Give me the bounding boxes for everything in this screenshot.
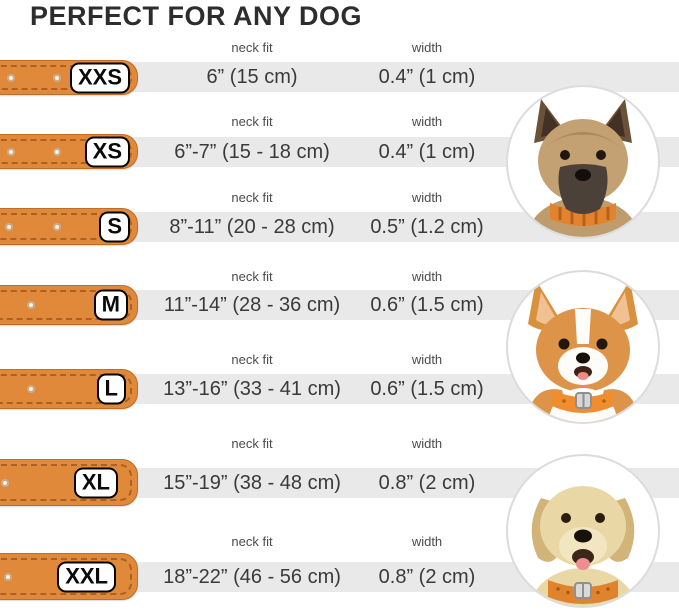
dog-photo-labrador (506, 454, 660, 608)
neck-fit-value: 13”-16” (33 - 41 cm) (163, 378, 341, 400)
size-label-pill: XL (73, 467, 118, 498)
width-value: 0.6” (1.5 cm) (370, 378, 484, 400)
labrador-dog-illustration (529, 486, 637, 606)
width-value: 0.6” (1.5 cm) (370, 294, 484, 316)
width-value: 0.4” (1 cm) (378, 141, 476, 163)
column-header-neck-fit: neck fit (231, 436, 273, 451)
neck-fit-value: 15”-19” (38 - 48 cm) (163, 472, 341, 494)
column-header-neck-fit: neck fit (231, 114, 273, 129)
collar-strap: M (0, 285, 138, 325)
collar-strap: XXL (0, 553, 138, 600)
neck-fit-value: 6”-7” (15 - 18 cm) (174, 141, 330, 163)
collar-strap: XXS (0, 60, 138, 95)
collar-strap: XL (0, 459, 138, 506)
column-header-width: width (411, 40, 443, 55)
collar-hole (53, 73, 61, 82)
terrier-dog-illustration (527, 99, 639, 237)
width-value: 0.5” (1.2 cm) (370, 216, 484, 238)
page-title: PERFECT FOR ANY DOG (30, 1, 363, 31)
column-header-width: width (411, 114, 443, 129)
column-header-width: width (411, 269, 443, 284)
neck-fit-value: 11”-14” (28 - 36 cm) (163, 294, 341, 316)
collar-hole (4, 572, 12, 581)
collar-hole (27, 301, 35, 309)
corgi-dog-illustration (526, 280, 640, 422)
collar-strap: L (0, 369, 138, 409)
size-label-pill: XXS (69, 62, 130, 93)
width-value: 0.8” (2 cm) (378, 566, 476, 588)
collar-strap: S (0, 208, 138, 245)
size-label-pill: L (96, 373, 126, 405)
column-header-width: width (411, 534, 443, 549)
neck-fit-value: 18”-22” (46 - 56 cm) (163, 566, 341, 588)
collar-hole (1, 478, 9, 487)
column-header-neck-fit: neck fit (231, 352, 273, 367)
column-header-width: width (411, 436, 443, 451)
column-header-neck-fit: neck fit (231, 40, 273, 55)
size-label-pill: XXL (57, 561, 116, 592)
column-header-width: width (411, 352, 443, 367)
collar-hole (27, 385, 35, 393)
size-label-pill: XS (84, 136, 130, 167)
dog-photo-corgi (506, 270, 660, 424)
column-header-neck-fit: neck fit (231, 269, 273, 284)
collar-hole (7, 73, 15, 82)
collar-hole (53, 222, 61, 231)
size-label-pill: M (93, 289, 128, 321)
column-header-neck-fit: neck fit (231, 534, 273, 549)
collar-hole (5, 222, 13, 231)
column-header-neck-fit: neck fit (231, 190, 273, 205)
collar-hole (7, 147, 15, 156)
collar-hole (53, 147, 61, 156)
dog-photo-terrier (506, 85, 660, 239)
width-value: 0.4” (1 cm) (378, 66, 476, 88)
column-header-width: width (411, 190, 443, 205)
size-label-pill: S (99, 211, 130, 242)
neck-fit-value: 8”-11” (20 - 28 cm) (169, 216, 335, 238)
width-value: 0.8” (2 cm) (378, 472, 476, 494)
neck-fit-value: 6” (15 cm) (206, 66, 298, 88)
collar-strap: XS (0, 134, 138, 169)
